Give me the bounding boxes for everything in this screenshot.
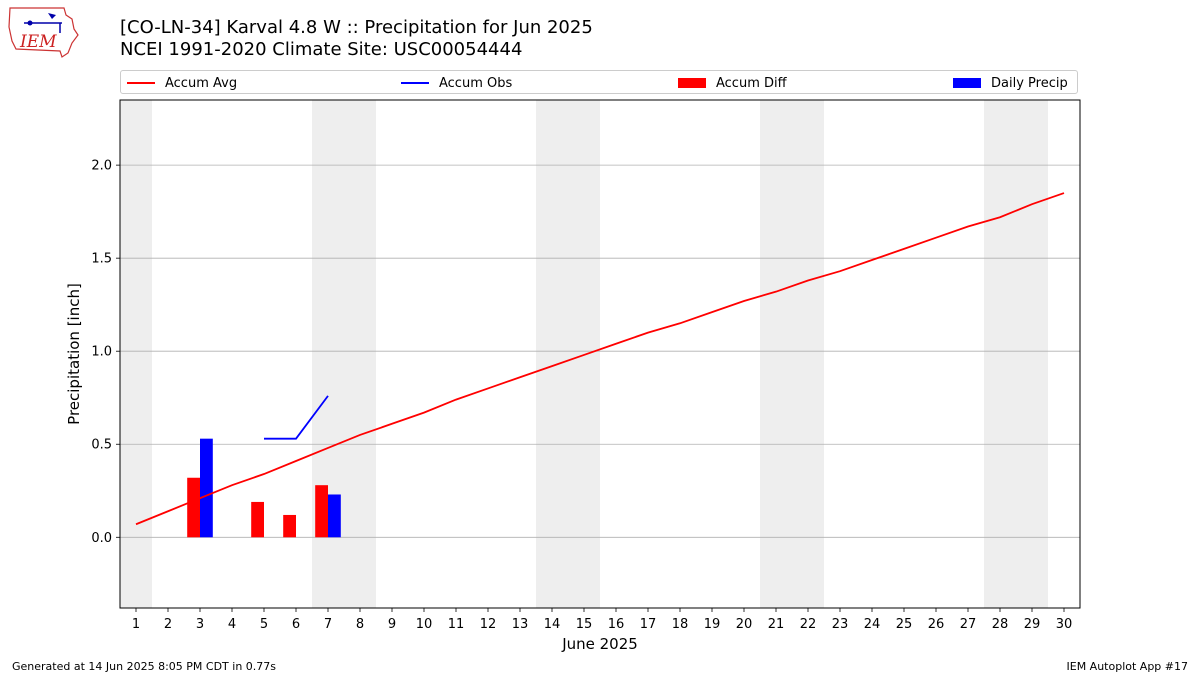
x-tick-label: 20: [736, 617, 753, 632]
daily-precip-bar: [328, 494, 341, 538]
x-tick-label: 13: [512, 617, 529, 632]
x-tick-label: 16: [608, 617, 625, 632]
weekend-shade-day-8: [344, 100, 376, 608]
weekend-shade-day-21: [760, 100, 792, 608]
legend-swatch-daily-precip: [953, 78, 981, 88]
chart-subtitle: NCEI 1991-2020 Climate Site: USC00054444: [120, 39, 523, 60]
legend-swatch-accum-avg: [127, 82, 155, 84]
legend-label-accum-diff: Accum Diff: [716, 75, 787, 91]
footer-app: IEM Autoplot App #17: [1066, 660, 1189, 673]
accum-avg-line: [135, 192, 1065, 526]
legend-item-daily-precip: Daily Precip: [953, 74, 1068, 92]
weekend-shade-day-14: [536, 100, 568, 608]
x-tick-label: 28: [992, 617, 1009, 632]
x-tick-label: 3: [196, 617, 204, 632]
x-tick-label: 10: [416, 617, 433, 632]
x-tick-label: 26: [928, 617, 945, 632]
legend-item-accum-obs: Accum Obs: [401, 74, 512, 92]
x-tick-label: 11: [448, 617, 465, 632]
accum-diff-bar: [251, 501, 264, 538]
y-axis-label: Precipitation [inch]: [65, 283, 83, 425]
footer-generated: Generated at 14 Jun 2025 8:05 PM CDT in …: [12, 660, 277, 673]
x-tick-label: 24: [864, 617, 881, 632]
x-tick-label: 17: [640, 617, 657, 632]
x-tick-label: 25: [896, 617, 913, 632]
legend-swatch-accum-diff: [678, 78, 706, 88]
daily-precip-bar: [200, 438, 213, 538]
x-tick-label: 7: [324, 617, 332, 632]
y-tick-label: 2.0: [91, 159, 112, 174]
iem-logo: IEM: [8, 7, 79, 58]
legend-label-accum-obs: Accum Obs: [439, 75, 513, 91]
weekend-shade-day-1: [120, 100, 152, 608]
accum-diff-bar: [187, 477, 200, 538]
legend-swatch-accum-obs: [401, 82, 429, 84]
y-tick-label: 1.0: [91, 345, 112, 360]
x-tick-label: 6: [292, 617, 300, 632]
y-tick-label: 0.5: [91, 438, 112, 453]
x-axis-label: June 2025: [561, 635, 638, 653]
x-tick-label: 4: [228, 617, 236, 632]
weekend-shade-day-22: [792, 100, 824, 608]
x-tick-label: 22: [800, 617, 817, 632]
y-tick-label: 1.5: [91, 252, 112, 267]
chart-legend: Accum Avg Accum Obs Accum Diff Daily Pre…: [120, 70, 1078, 94]
logo-text: IEM: [19, 32, 57, 52]
chart-title: [CO-LN-34] Karval 4.8 W :: Precipitation…: [120, 17, 593, 38]
legend-item-accum-diff: Accum Diff: [678, 74, 787, 92]
x-tick-label: 15: [576, 617, 593, 632]
x-tick-label: 27: [960, 617, 977, 632]
weekend-shade-day-28: [984, 100, 1016, 608]
x-tick-label: 19: [704, 617, 721, 632]
x-tick-label: 5: [260, 617, 268, 632]
accum-diff-bar: [315, 485, 328, 538]
accum-diff-bar: [283, 514, 296, 538]
x-tick-label: 2: [164, 617, 172, 632]
weekend-shade-day-29: [1016, 100, 1048, 608]
x-tick-label: 8: [356, 617, 364, 632]
x-tick-label: 23: [832, 617, 849, 632]
x-tick-label: 29: [1024, 617, 1041, 632]
legend-label-daily-precip: Daily Precip: [991, 75, 1068, 91]
x-tick-label: 30: [1056, 617, 1073, 632]
x-tick-label: 12: [480, 617, 497, 632]
x-tick-label: 18: [672, 617, 689, 632]
x-tick-label: 1: [132, 617, 140, 632]
legend-label-accum-avg: Accum Avg: [165, 75, 238, 91]
y-tick-label: 0.0: [91, 531, 112, 546]
x-tick-label: 21: [768, 617, 785, 632]
legend-item-accum-avg: Accum Avg: [127, 74, 237, 92]
accum-obs-line: [264, 395, 329, 440]
plot-frame: [119, 99, 1081, 609]
x-tick-label: 9: [388, 617, 396, 632]
x-tick-label: 14: [544, 617, 561, 632]
